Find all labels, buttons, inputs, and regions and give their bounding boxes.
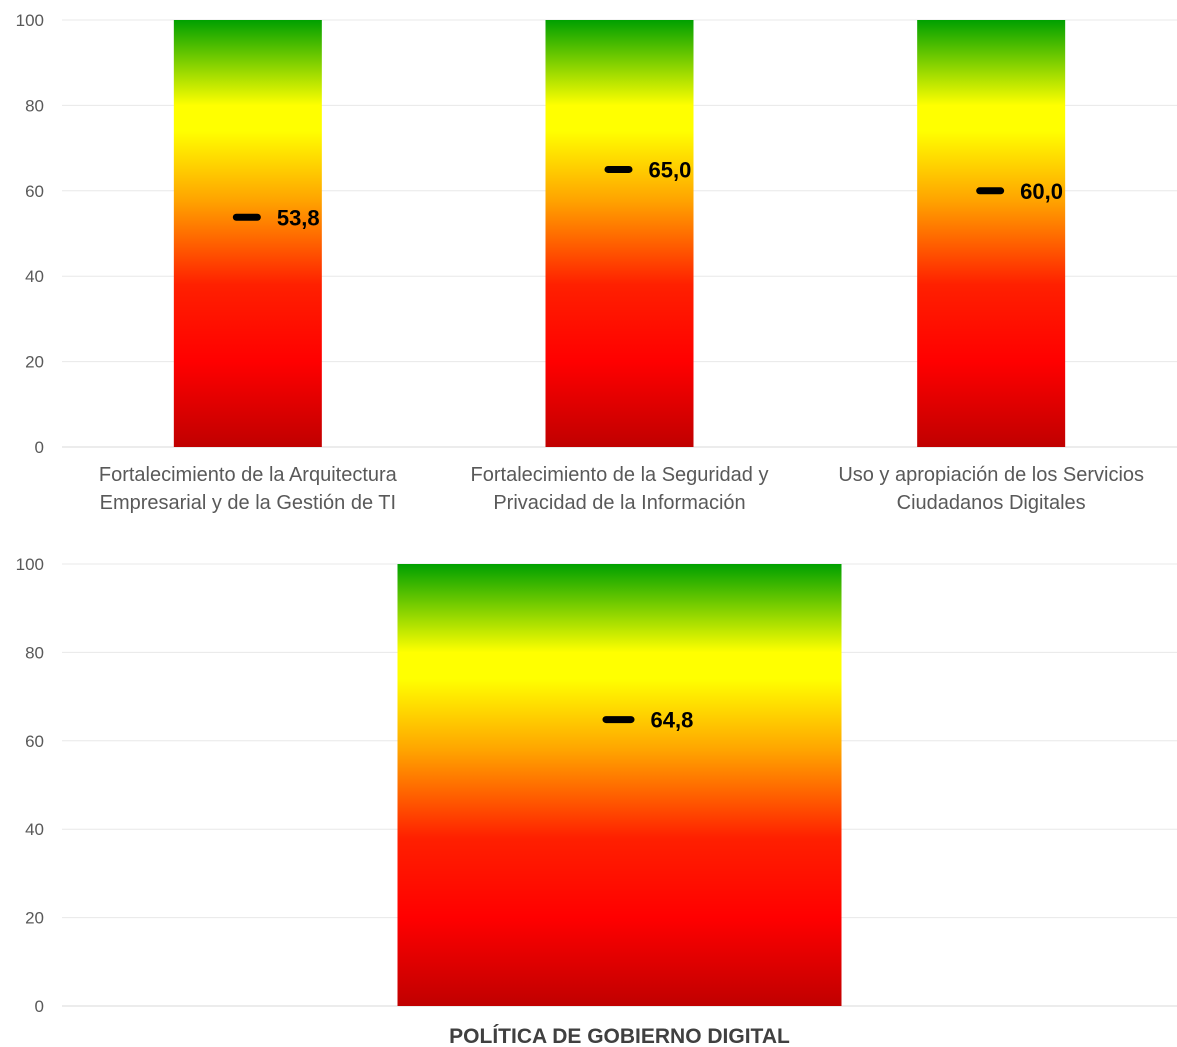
y-tick-label: 40 — [25, 267, 44, 286]
category-label: Privacidad de la Información — [493, 492, 745, 514]
value-label: 60,0 — [1020, 179, 1063, 204]
value-label: 53,8 — [277, 205, 320, 230]
chart-panel-components: 0 20 40 60 80 100 53,8 Fortalecimiento de la Ar… — [16, 11, 1177, 514]
category-label: Uso y apropiación de los Servicios — [838, 464, 1144, 486]
value-marker — [604, 165, 633, 173]
y-tick-label: 100 — [16, 11, 44, 30]
value-marker — [602, 716, 635, 724]
chart-panel-overall: 0 20 40 60 80 100 64,8 POLÍTICA DE GOBIERNO DIG… — [16, 555, 1177, 1047]
range-bar — [173, 20, 322, 447]
y-tick-label: 40 — [25, 820, 44, 839]
value-marker — [976, 187, 1005, 195]
value-label: 64,8 — [651, 708, 694, 733]
category-label: Ciudadanos Digitales — [897, 492, 1086, 514]
range-bar — [397, 564, 842, 1006]
y-tick-label: 80 — [25, 643, 44, 662]
value-marker — [232, 213, 261, 221]
category-label: POLÍTICA DE GOBIERNO DIGITAL — [449, 1025, 790, 1047]
y-tick-label: 80 — [25, 96, 44, 115]
category-label: Fortalecimiento de la Seguridad y — [471, 464, 769, 486]
y-tick-label: 60 — [25, 732, 44, 751]
y-tick-label: 0 — [35, 438, 44, 457]
category-label: Fortalecimiento de la Arquitectura — [99, 464, 398, 486]
y-tick-label: 20 — [25, 909, 44, 928]
y-tick-label: 100 — [16, 555, 44, 574]
range-bar — [545, 20, 694, 447]
y-tick-label: 0 — [35, 997, 44, 1016]
category-label: Empresarial y de la Gestión de TI — [100, 492, 396, 514]
y-tick-label: 20 — [25, 353, 44, 372]
range-bar — [917, 20, 1066, 447]
value-label: 65,0 — [649, 157, 692, 182]
y-tick-label: 60 — [25, 182, 44, 201]
